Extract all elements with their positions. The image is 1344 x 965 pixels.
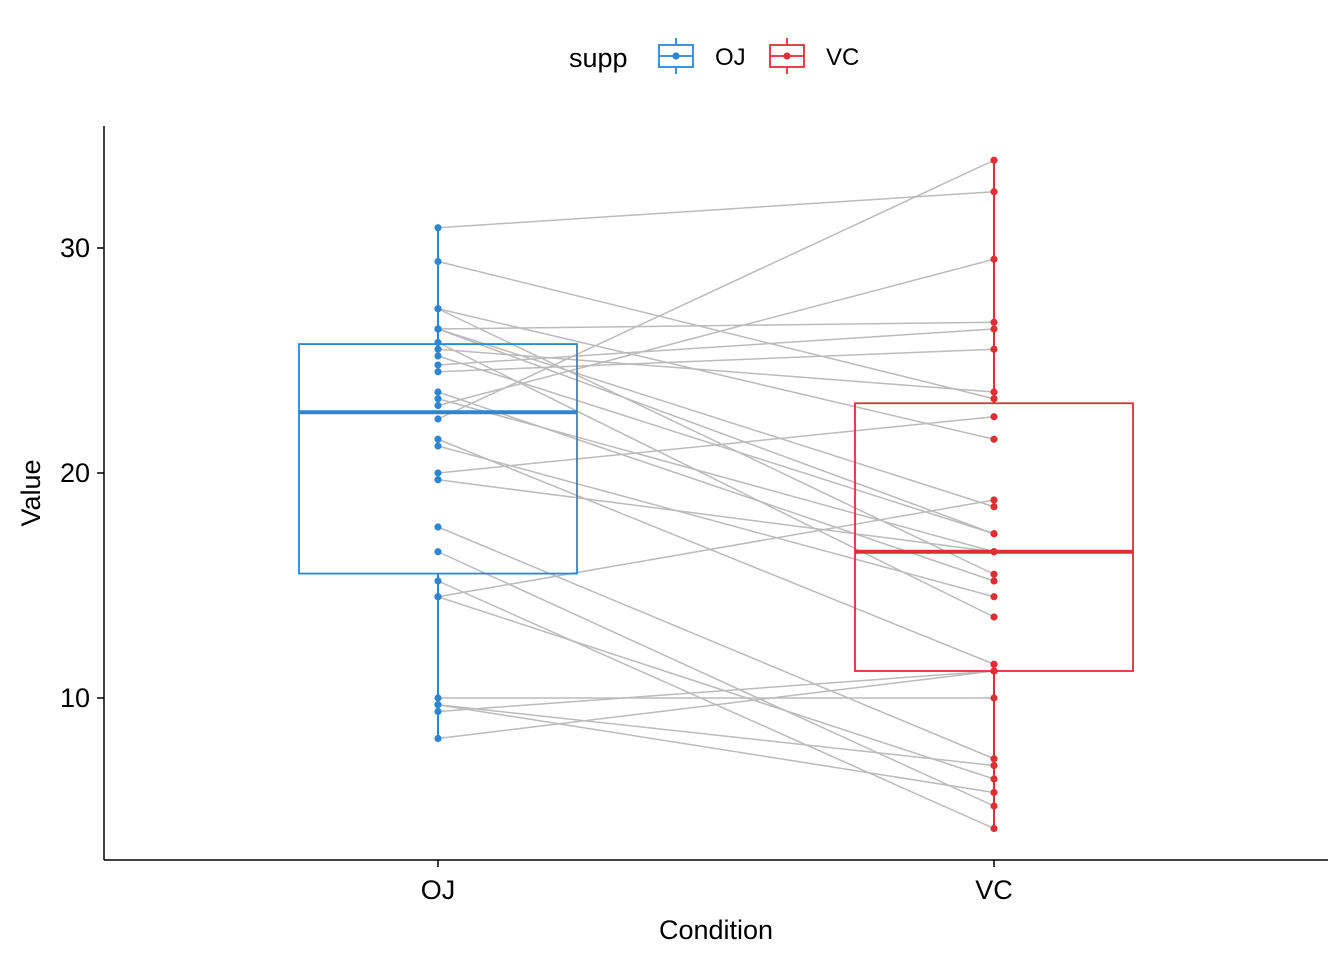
x-axis-label: Condition (659, 915, 773, 945)
pair-line (437, 391, 995, 582)
data-point (990, 255, 998, 263)
x-tick-label: OJ (421, 875, 456, 905)
pair-line (437, 260, 995, 400)
data-point (990, 660, 998, 668)
box-oj (298, 343, 578, 575)
data-point (434, 361, 442, 369)
pair-line (437, 258, 995, 407)
legend-title: supp (569, 43, 628, 73)
data-point (990, 761, 998, 770)
data-point (990, 775, 998, 783)
data-point (434, 325, 442, 333)
y-tick-label: 30 (60, 233, 90, 263)
pair-line (437, 704, 995, 794)
legend-key-point (672, 52, 680, 60)
data-point (434, 593, 442, 601)
data-point (434, 694, 442, 702)
data-point (434, 435, 442, 443)
legend-key-point (783, 52, 791, 60)
data-point (990, 188, 998, 196)
y-tick-label: 20 (60, 458, 90, 488)
data-point (990, 388, 998, 396)
axes: 10 20 30 OJ VC Condition Value (16, 126, 1328, 945)
data-point (434, 476, 442, 484)
x-tick-label: VC (975, 875, 1013, 905)
data-point (990, 548, 998, 556)
data-point (990, 395, 998, 403)
data-point (990, 593, 998, 601)
data-point (434, 734, 442, 743)
pair-line (437, 328, 995, 535)
data-point (434, 577, 442, 585)
pair-line (437, 191, 995, 229)
pair-line (437, 321, 995, 330)
data-point (990, 667, 998, 675)
pair-line (437, 670, 995, 713)
pair-line (437, 438, 995, 665)
data-point (434, 388, 442, 396)
legend: supp OJ VC (569, 38, 859, 74)
pair-line (437, 355, 995, 535)
pair-line (437, 596, 995, 780)
pair-line (437, 159, 995, 420)
y-tick-label: 10 (60, 683, 90, 713)
pair-line (437, 308, 995, 440)
pair-line (437, 704, 995, 767)
pair-line (437, 348, 995, 373)
pair-line (437, 348, 995, 393)
pair-line (437, 551, 995, 807)
data-point (990, 613, 998, 621)
data-point (434, 523, 442, 531)
data-point (434, 415, 442, 423)
data-point (434, 345, 442, 353)
data-point (434, 548, 442, 556)
data-point (434, 395, 442, 403)
data-point (434, 368, 442, 376)
data-point (990, 318, 998, 326)
data-point (434, 338, 442, 347)
data-point (990, 788, 998, 797)
points (434, 156, 998, 833)
pair-line (437, 445, 995, 598)
data-point (990, 755, 998, 763)
pair-line (437, 479, 995, 553)
data-point (434, 401, 442, 410)
data-point (434, 305, 442, 313)
boxes (298, 160, 1134, 829)
data-point (434, 352, 442, 360)
legend-label-oj: OJ (715, 44, 746, 71)
data-point (990, 824, 998, 833)
data-point (990, 503, 998, 511)
pair-line (437, 526, 995, 760)
data-point (434, 707, 442, 716)
pair-lines (437, 159, 995, 830)
data-point (990, 435, 998, 443)
pair-line (437, 670, 995, 740)
data-point (990, 496, 998, 504)
legend-label-vc: VC (826, 44, 859, 71)
pair-line (437, 499, 995, 598)
data-point (990, 156, 998, 164)
data-point (990, 325, 998, 333)
data-point (990, 345, 998, 353)
data-point (990, 577, 998, 585)
y-axis-label: Value (16, 459, 46, 526)
data-point (990, 570, 998, 578)
pair-line (437, 328, 995, 366)
data-point (990, 530, 998, 538)
data-point (434, 257, 442, 266)
pair-line (437, 308, 995, 575)
pair-line (437, 398, 995, 553)
data-point (434, 224, 442, 232)
data-point (434, 701, 442, 709)
data-point (434, 442, 442, 450)
data-point (434, 469, 442, 477)
data-point (990, 413, 998, 421)
data-point (990, 802, 998, 810)
data-point (990, 694, 998, 702)
